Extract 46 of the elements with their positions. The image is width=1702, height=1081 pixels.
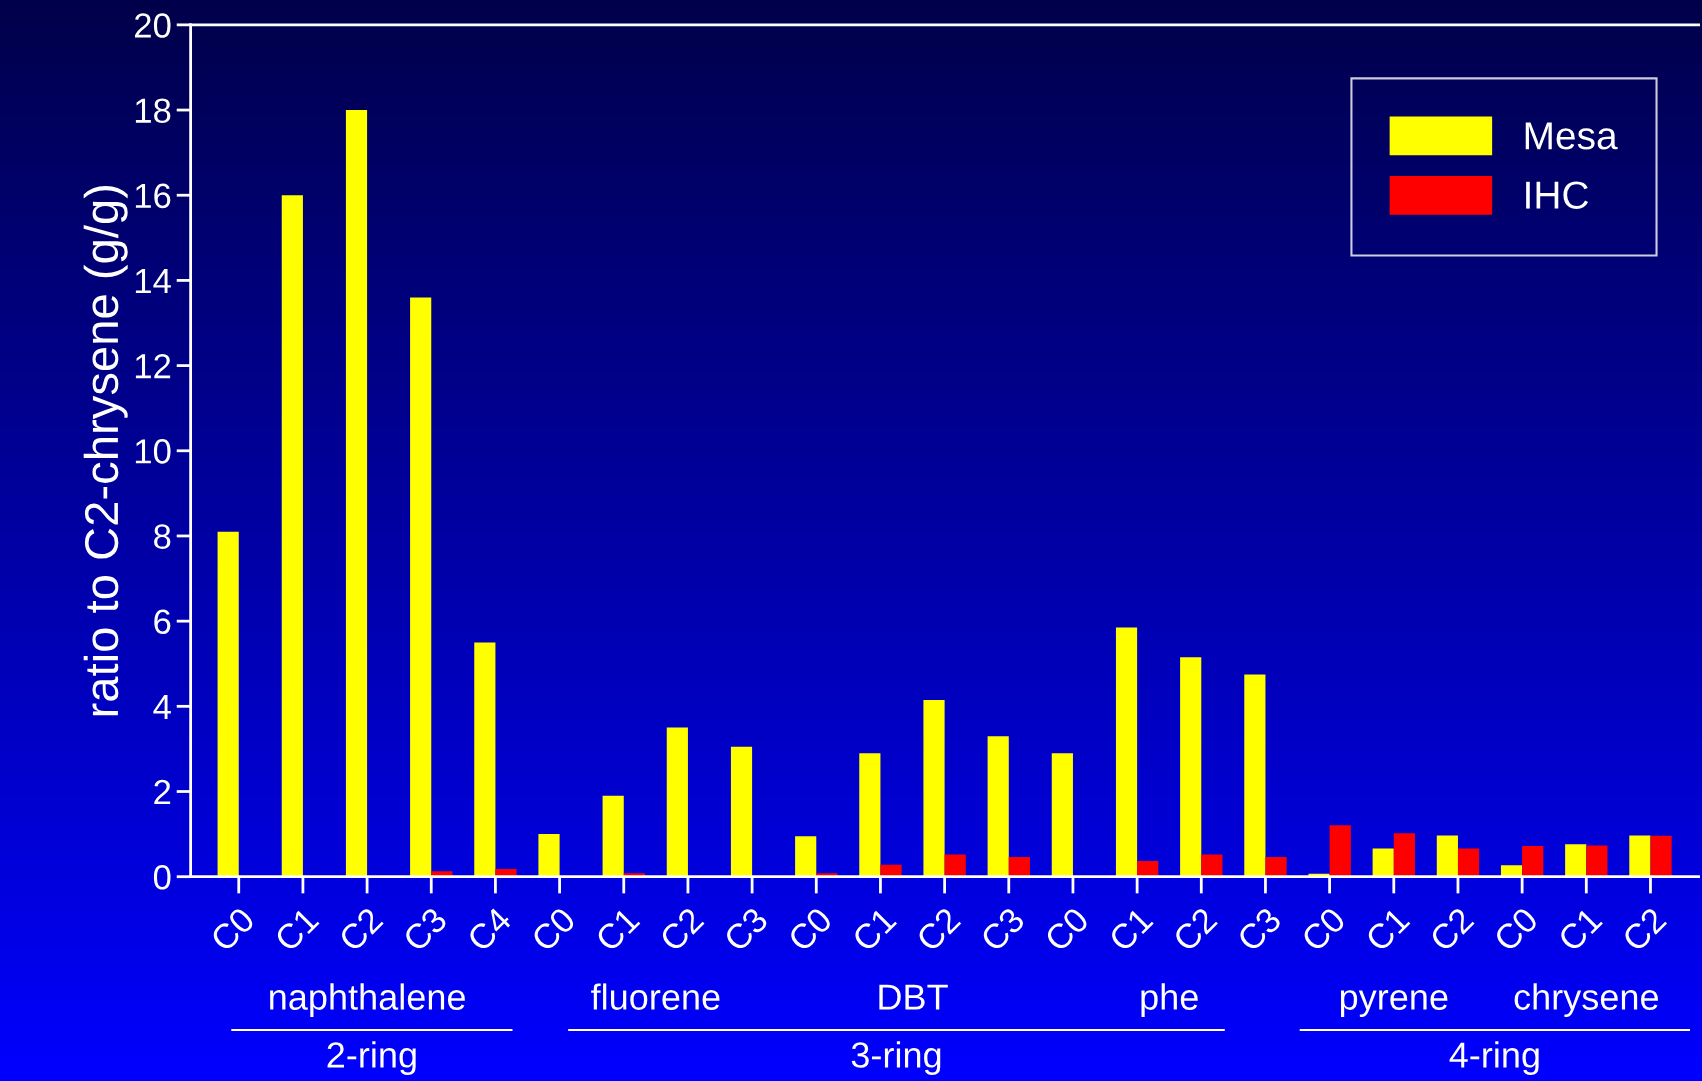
legend-label: IHC (1526, 181, 1589, 209)
x-tick-label: C0 (1300, 906, 1347, 953)
x-tick-label: C3 (1235, 906, 1283, 953)
x-tick-label: C1 (1364, 906, 1411, 953)
x-tick-label: C2 (1171, 906, 1219, 953)
y-tick-label: 0 (153, 865, 171, 890)
y-tick-label: 8 (154, 524, 171, 549)
x-tick-label: C0 (209, 906, 256, 953)
text: 2-ring (327, 1041, 416, 1075)
x-tick-label: C4 (465, 905, 513, 953)
text: chrysene (1514, 983, 1658, 1018)
y-tick-label: 6 (154, 609, 171, 635)
text: pyrene (1340, 990, 1448, 1018)
x-tick-label: C1 (273, 906, 320, 953)
x-tick-label: C2 (658, 906, 705, 953)
text: 4-ring (1449, 1041, 1539, 1075)
x-tick-label: C1 (594, 906, 641, 953)
x-tick-label: C2 (1428, 906, 1475, 953)
x-tick-label: C2 (337, 906, 384, 953)
x-tick-label: C3 (722, 906, 770, 953)
y-tick-label: 12 (135, 353, 171, 379)
x-tick-label: C1 (850, 906, 898, 953)
y-tick-label: 10 (135, 439, 171, 464)
text: phe (1141, 983, 1198, 1018)
x-tick-label: C0 (786, 906, 834, 953)
x-tick-label: C1 (1107, 906, 1154, 953)
y-tick-label: 18 (135, 98, 171, 123)
text: naphthalene (270, 983, 465, 1018)
text: fluorene (591, 983, 720, 1010)
x-tick-label: C3 (401, 906, 449, 953)
text: DBT (879, 984, 948, 1010)
x-tick-label: C0 (530, 906, 577, 953)
x-tick-label: C3 (979, 906, 1026, 953)
x-tick-label: C0 (1492, 906, 1540, 953)
x-tick-label: C1 (1556, 906, 1604, 953)
x-tick-label: C2 (1620, 906, 1668, 953)
y-axis-title: ratio to C2-chrysene (g/g) (83, 185, 128, 716)
text: 3-ring (851, 1041, 941, 1075)
y-tick-label: 16 (135, 183, 171, 209)
y-tick-label: 14 (135, 269, 171, 293)
y-tick-label: 20 (135, 13, 171, 38)
legend-label: Mesa (1525, 122, 1618, 150)
y-tick-label: 4 (153, 695, 171, 719)
x-tick-label: C0 (1043, 906, 1091, 953)
y-tick-label: 2 (154, 779, 171, 805)
x-tick-label: C2 (915, 906, 962, 953)
